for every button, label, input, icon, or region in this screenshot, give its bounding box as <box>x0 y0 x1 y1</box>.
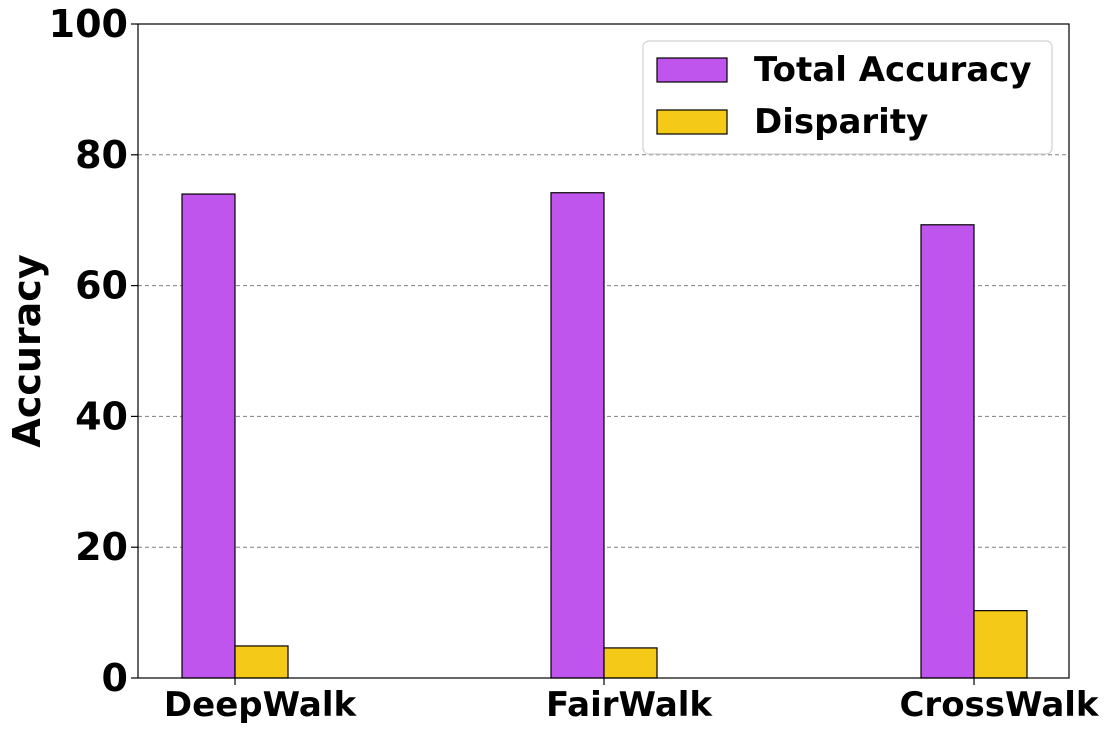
bar-disparity-fairwalk <box>603 647 658 679</box>
y-tick-label: 20 <box>75 525 128 569</box>
x-tick-label: FairWalk <box>546 685 713 725</box>
bar-total-accuracy-crosswalk <box>920 224 975 679</box>
x-tick-label: CrossWalk <box>899 685 1099 725</box>
y-axis-ticks: 0 20 40 60 80 100 <box>49 2 138 700</box>
x-axis-ticks: DeepWalk FairWalk CrossWalk <box>164 678 1100 725</box>
legend-label: Total Accuracy <box>754 50 1032 90</box>
bar-disparity-crosswalk <box>973 610 1028 679</box>
bars <box>181 192 1028 679</box>
legend-swatch <box>656 109 728 135</box>
legend: Total Accuracy Disparity <box>642 40 1053 155</box>
y-tick-label: 40 <box>75 394 128 438</box>
legend-swatch <box>656 57 728 83</box>
bar-disparity-deepwalk <box>234 645 289 679</box>
legend-label: Disparity <box>754 102 928 142</box>
y-tick-label: 100 <box>49 2 128 46</box>
bar-total-accuracy-deepwalk <box>181 193 236 679</box>
bar-total-accuracy-fairwalk <box>550 192 605 679</box>
y-tick-label: 80 <box>75 133 128 177</box>
x-tick-label: DeepWalk <box>164 685 358 725</box>
y-axis-label: Accuracy <box>5 254 49 447</box>
legend-frame <box>642 40 1053 155</box>
y-tick-label: 0 <box>102 656 128 700</box>
y-tick-label: 60 <box>75 264 128 308</box>
